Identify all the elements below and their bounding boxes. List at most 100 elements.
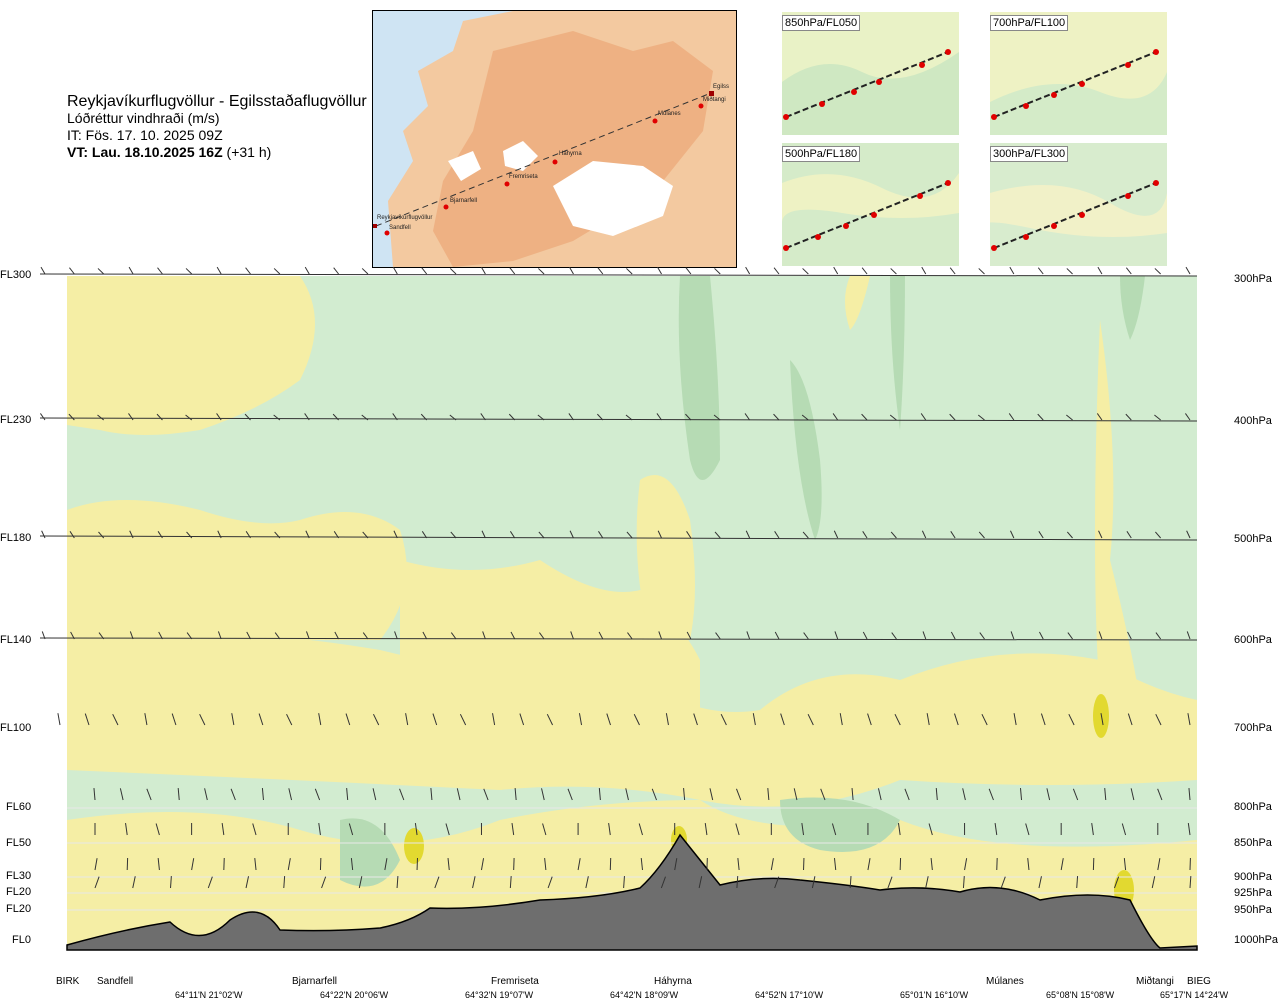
wind-barb: [69, 267, 75, 275]
wind-barb: [658, 631, 663, 640]
wind-barb: [930, 858, 933, 871]
terrain-profile: [66, 833, 1198, 951]
wind-barb: [674, 858, 678, 871]
wind-barb: [1067, 632, 1073, 640]
wind-barb: [480, 266, 486, 275]
wind-barb: [625, 414, 633, 421]
wind-barb: [752, 713, 756, 726]
wind-barb: [714, 268, 721, 275]
wind-barb: [480, 858, 485, 871]
wind-barb: [693, 713, 698, 726]
wind-barb: [542, 823, 547, 836]
wind-barb: [598, 531, 604, 539]
coord-label: 65°01'N 16°10'W: [900, 990, 969, 1000]
wind-barb: [1151, 876, 1156, 889]
wind-barb: [608, 823, 611, 836]
wind-barb: [1154, 268, 1161, 275]
wind-barb: [770, 858, 774, 871]
wind-barb: [877, 788, 882, 801]
wind-barb: [345, 713, 351, 726]
wind-barb: [361, 268, 369, 275]
wind-barb: [962, 875, 965, 889]
wind-barbs: [94, 875, 1192, 889]
wind-barb: [97, 414, 105, 421]
wind-barb: [541, 788, 545, 801]
wind-barb: [98, 632, 105, 640]
wind-barb: [598, 631, 604, 640]
wind-barb: [373, 713, 380, 726]
wind-barb: [1038, 531, 1044, 539]
wind-barb: [978, 531, 985, 539]
map-label-bjarnarfell: Bjarnarfell: [450, 198, 477, 204]
wind-barb: [704, 823, 708, 836]
wind-barb: [833, 530, 839, 539]
map-label-sandfell: Sandfell: [389, 225, 411, 231]
valid-time-offset: (+31 h): [222, 144, 272, 160]
wind-barb: [921, 530, 927, 539]
wind-barb: [40, 413, 46, 421]
wind-barb: [736, 788, 742, 801]
wind-barb: [158, 631, 163, 640]
wind-barb: [597, 267, 604, 275]
wind-barb: [333, 531, 340, 539]
wind-barb: [231, 713, 235, 726]
wind-barb: [146, 788, 152, 801]
map-point-hahyrna: [552, 159, 558, 165]
wind-barb: [288, 788, 293, 801]
wind-barb: [1066, 531, 1073, 539]
fl-label-300: FL300: [0, 269, 32, 281]
wind-barb: [949, 267, 956, 275]
wind-barb: [774, 876, 780, 889]
minimap-300-svg: [990, 143, 1167, 266]
wind-barb: [245, 267, 251, 275]
wind-barb: [399, 788, 405, 801]
map-point-birk: [373, 224, 377, 228]
wind-barb: [839, 713, 843, 726]
hpa-label-850: 850hPa: [1234, 837, 1272, 849]
wind-barb: [472, 876, 476, 889]
wind-barb: [422, 631, 428, 640]
minimap-700-svg: [990, 12, 1167, 135]
coord-label: 64°22'N 20°06'W: [320, 990, 389, 1000]
wind-barb: [1027, 858, 1030, 871]
wind-barb: [834, 631, 839, 640]
wind-barb: [1125, 413, 1132, 421]
wind-barb: [1127, 631, 1132, 640]
wind-barb: [922, 631, 927, 640]
fl-label-100: FL100: [0, 722, 32, 734]
wind-barb: [258, 713, 264, 726]
wind-barbs: [40, 413, 1191, 421]
vertical-section-chart: [39, 266, 1198, 951]
wind-barb: [568, 413, 574, 421]
map-label-mulanes: Múlanes: [658, 111, 681, 117]
wind-barb: [430, 788, 433, 801]
wind-barb: [1155, 713, 1162, 726]
wind-barb: [1186, 530, 1191, 539]
wind-barb: [1100, 713, 1104, 726]
wind-barb: [685, 267, 692, 275]
wind-barbs: [40, 266, 1191, 275]
wind-barb: [304, 413, 310, 421]
fl-label-20a: FL20: [6, 886, 32, 898]
wind-barb: [94, 858, 98, 871]
wind-barb: [651, 788, 658, 801]
hofsjokull-glacier: [503, 141, 538, 171]
wind-barb: [305, 530, 310, 539]
wind-barb: [449, 414, 457, 421]
wind-barb: [157, 531, 163, 539]
wind-barb: [170, 875, 172, 889]
wind-barb: [862, 531, 868, 539]
wind-barb: [851, 788, 854, 801]
wind-barb: [538, 531, 545, 539]
wind-barb: [1157, 788, 1163, 801]
wind-barb: [925, 876, 929, 889]
wind-barb: [977, 414, 985, 421]
wind-barb: [640, 858, 643, 871]
wind-barb: [509, 875, 512, 889]
wind-barb: [510, 631, 516, 640]
wind-barb: [274, 531, 281, 539]
wind-barb: [1189, 875, 1192, 889]
wind-barb: [1097, 266, 1103, 275]
wind-barb: [384, 858, 388, 871]
map-point-midtangi: [698, 103, 704, 109]
